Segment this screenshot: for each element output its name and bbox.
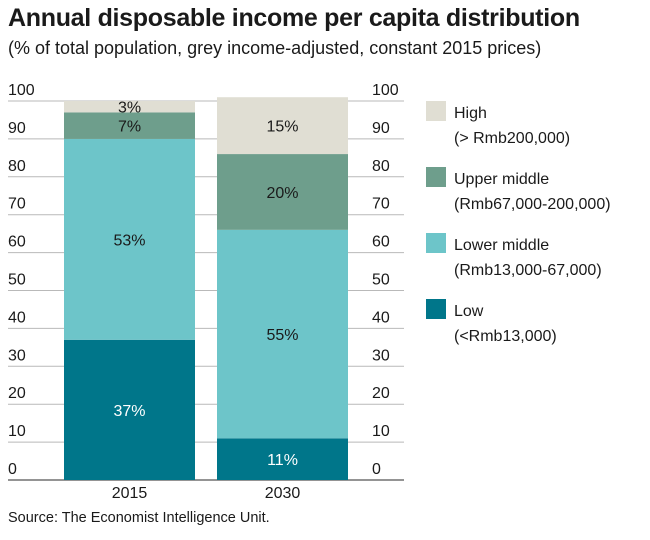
data-label: 20% — [266, 185, 298, 202]
data-label: 3% — [118, 100, 141, 117]
y-tick-label-left: 70 — [8, 196, 26, 213]
bar-segment-upper-middle-2015 — [64, 112, 195, 139]
y-tick-label-left: 90 — [8, 120, 26, 137]
legend-swatch-lower-middle — [426, 233, 446, 253]
y-tick-label-right: 30 — [372, 347, 390, 364]
y-tick-label-left: 100 — [8, 82, 35, 99]
y-tick-label-right: 60 — [372, 234, 390, 251]
category-label-2030: 2030 — [265, 485, 301, 502]
y-tick-label-right: 90 — [372, 120, 390, 137]
legend-swatch-low — [426, 299, 446, 319]
source-note: Source: The Economist Intelligence Unit. — [8, 510, 270, 526]
data-label: 11% — [267, 452, 298, 469]
data-label: 15% — [266, 119, 298, 136]
data-label: 7% — [118, 119, 141, 136]
legend-range: (Rmb13,000-67,000) — [454, 262, 602, 279]
y-tick-label-left: 0 — [8, 461, 17, 478]
y-tick-label-left: 40 — [8, 309, 26, 326]
legend-label: High — [454, 105, 487, 122]
y-tick-label-right: 0 — [372, 461, 381, 478]
bar-segment-lower-middle-2015 — [64, 138, 195, 340]
legend-label: Low — [454, 303, 484, 320]
bar-segment-high-2030 — [217, 97, 348, 155]
chart-title: Annual disposable income per capita dist… — [8, 4, 580, 32]
y-tick-label-left: 60 — [8, 234, 26, 251]
y-tick-label-right: 10 — [372, 423, 390, 440]
y-tick-label-right: 50 — [372, 272, 390, 289]
legend-range: (<Rmb13,000) — [454, 328, 557, 345]
y-tick-label-left: 20 — [8, 385, 26, 402]
y-tick-label-left: 30 — [8, 347, 26, 364]
legend-label: Lower middle — [454, 237, 549, 254]
legend-range: (> Rmb200,000) — [454, 130, 570, 147]
y-tick-label-left: 80 — [8, 158, 26, 175]
data-label: 55% — [266, 327, 298, 344]
y-tick-label-right: 70 — [372, 196, 390, 213]
legend-swatch-upper-middle — [426, 167, 446, 187]
y-tick-label-right: 40 — [372, 309, 390, 326]
bar-segment-high-2015 — [64, 101, 195, 113]
legend-swatch-high — [426, 101, 446, 121]
y-tick-label-left: 10 — [8, 423, 26, 440]
bar-segment-lower-middle-2030 — [217, 229, 348, 439]
y-tick-label-right: 20 — [372, 385, 390, 402]
bar-segment-low-2015 — [64, 339, 195, 480]
category-label-2015: 2015 — [112, 485, 148, 502]
y-tick-label-right: 100 — [372, 82, 399, 99]
legend-label: Upper middle — [454, 171, 549, 188]
data-label: 53% — [113, 232, 145, 249]
chart-subtitle: (% of total population, grey income-adju… — [8, 38, 542, 58]
y-tick-label-left: 50 — [8, 272, 26, 289]
bar-segment-upper-middle-2030 — [217, 154, 348, 230]
legend-range: (Rmb67,000-200,000) — [454, 196, 611, 213]
bar-segment-low-2030 — [217, 438, 348, 480]
data-label: 37% — [113, 403, 145, 420]
y-tick-label-right: 80 — [372, 158, 390, 175]
